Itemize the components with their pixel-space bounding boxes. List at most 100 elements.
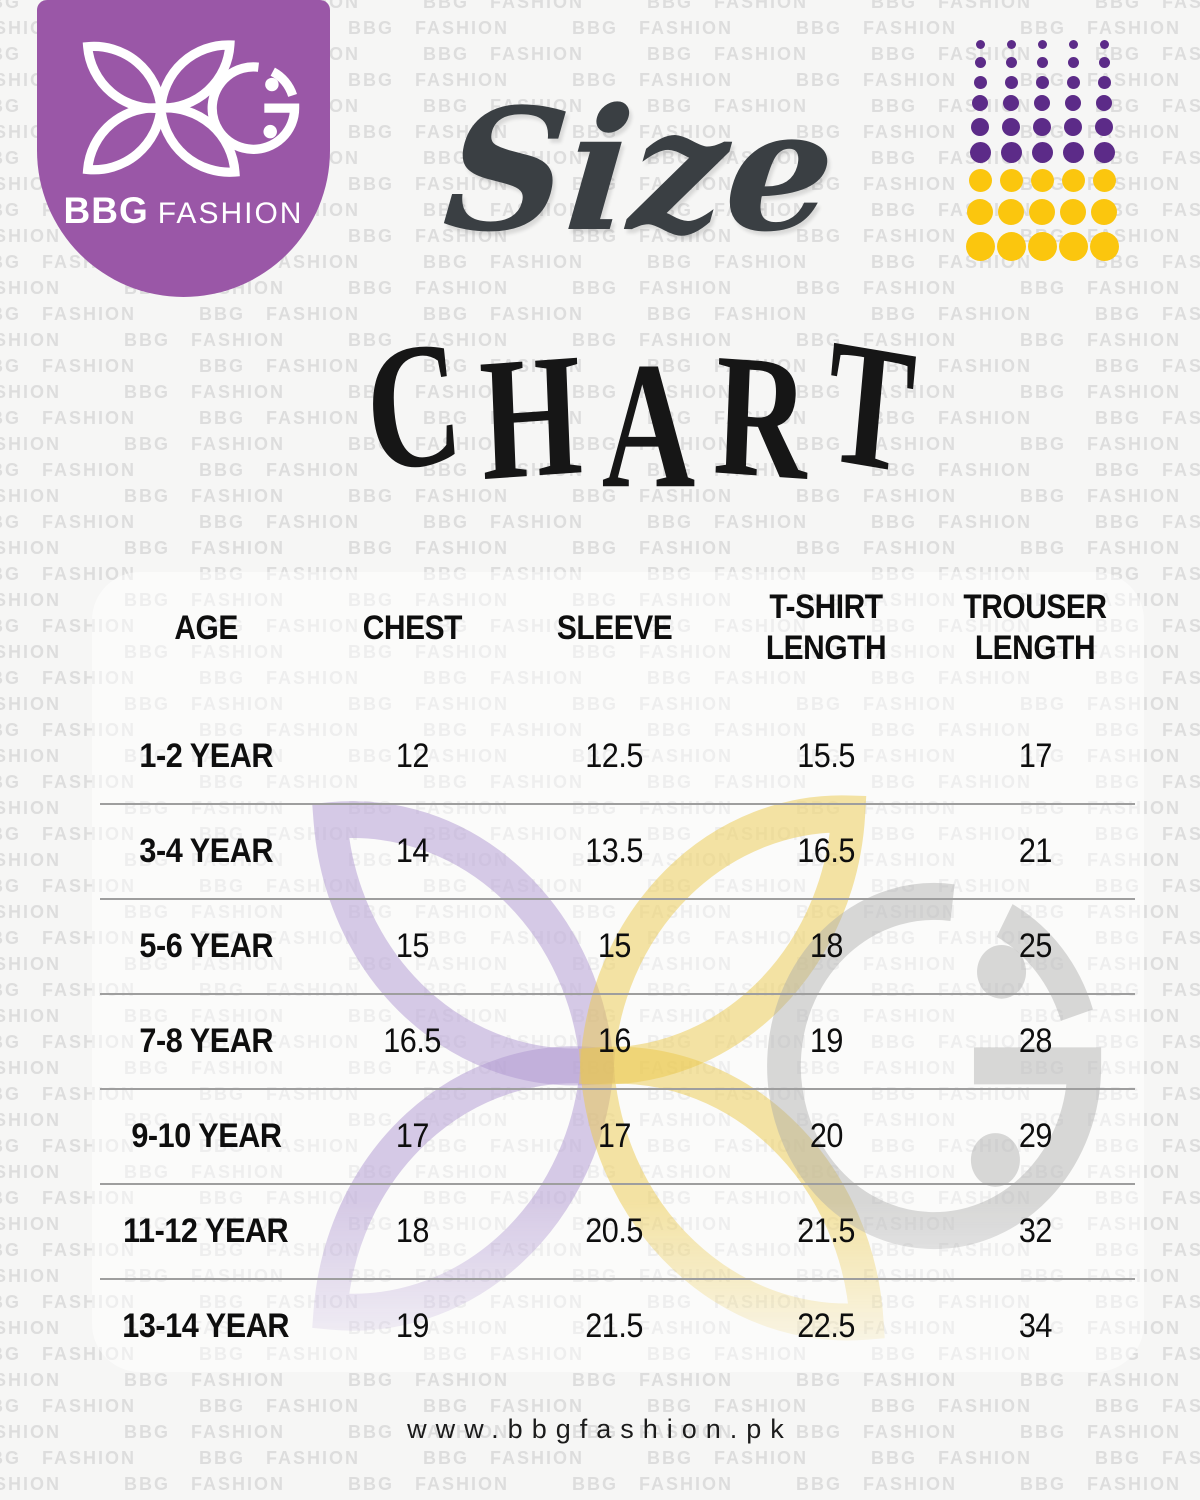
table-row: 11-12 YEAR 18 20.5 21.5 32 [100, 1183, 1135, 1278]
dot [1027, 231, 1057, 261]
dot [1029, 199, 1055, 225]
dot [1066, 75, 1080, 89]
brand-name-bold: BBG [63, 190, 149, 231]
table-cell-value: 17 [1018, 737, 1052, 775]
dot [1035, 75, 1049, 89]
website-url: www.bbgfashion.pk [407, 1414, 793, 1444]
table-cell-value: 21 [1018, 832, 1052, 870]
title-script: Size [437, 71, 843, 269]
table-cell-value: 17 [395, 1117, 429, 1155]
dot [1093, 141, 1115, 163]
title-letter: T [818, 302, 922, 513]
dot [1097, 75, 1111, 89]
title-letter: H [477, 317, 586, 519]
table-row: 3-4 YEAR 14 13.5 16.5 21 [100, 803, 1135, 898]
dot [1098, 56, 1110, 68]
title-letter: R [711, 318, 813, 518]
dot [1062, 141, 1084, 163]
column-header-sleeve: SLEEVE [556, 608, 673, 647]
dot [1034, 95, 1050, 111]
table-row: 13-14 YEAR 19 21.5 22.5 34 [100, 1278, 1135, 1373]
dot [1089, 231, 1119, 261]
brand-name-light: FASHION [157, 197, 304, 230]
dot [1002, 118, 1020, 136]
dot [971, 118, 989, 136]
dot [1036, 56, 1048, 68]
column-header-chest: CHEST [362, 608, 462, 647]
table-cell-age: 1-2 YEAR [139, 737, 273, 775]
table-cell-age: 5-6 YEAR [139, 927, 273, 965]
dot [998, 199, 1024, 225]
brand-badge: BBG FASHION [37, 0, 330, 297]
dot [974, 56, 986, 68]
table-cell-age: 13-14 YEAR [122, 1307, 290, 1345]
table-cell-value: 12.5 [585, 737, 644, 775]
dot [1037, 39, 1047, 49]
title-letter: C [358, 301, 470, 513]
dot [1030, 168, 1054, 192]
table-cell-age: 9-10 YEAR [130, 1117, 282, 1155]
dot [1091, 199, 1117, 225]
dot [1092, 168, 1116, 192]
table-row: 7-8 YEAR 16.5 16 19 28 [100, 993, 1135, 1088]
table-cell-value: 16.5 [383, 1022, 441, 1060]
dot [1033, 118, 1051, 136]
dot [1003, 95, 1019, 111]
title-main: C H A R T [330, 302, 950, 518]
table-cell-value: 15.5 [797, 737, 855, 775]
column-header-age: AGE [174, 608, 238, 647]
dots-decoration [965, 30, 1136, 275]
table-cell-value: 34 [1018, 1307, 1052, 1345]
dot [1064, 118, 1082, 136]
table-cell-age: 7-8 YEAR [139, 1022, 273, 1060]
brand-name: BBG FASHION [37, 190, 330, 232]
table-cell-value: 22.5 [797, 1307, 855, 1345]
table-cell-value: 13.5 [585, 832, 644, 870]
table-cell-value: 15 [395, 927, 429, 965]
size-chart-header: AGE CHEST SLEEVE T-SHIRT LENGTH TROUSER … [100, 584, 1135, 672]
dot [967, 199, 993, 225]
table-cell-age: 3-4 YEAR [139, 832, 273, 870]
dot [968, 168, 992, 192]
dot [1031, 141, 1053, 163]
table-cell-value: 14 [395, 832, 429, 870]
dot [996, 231, 1026, 261]
dot [973, 75, 987, 89]
dot [965, 231, 995, 261]
table-cell-value: 12 [395, 737, 429, 775]
table-cell-value: 25 [1018, 927, 1052, 965]
table-cell-value: 28 [1018, 1022, 1052, 1060]
dot [1067, 56, 1079, 68]
table-cell-value: 18 [809, 927, 843, 965]
table-cell-value: 17 [597, 1117, 632, 1155]
table-cell-value: 19 [809, 1022, 843, 1060]
table-cell-value: 20.5 [585, 1212, 644, 1250]
dot [969, 141, 991, 163]
dot [1065, 95, 1081, 111]
dot [1099, 39, 1109, 49]
dot [999, 168, 1023, 192]
size-chart-rows: 1-2 YEAR 12 12.5 15.5 17 3-4 YEAR 14 13.5 16.5 21… [100, 710, 1135, 1373]
bbg-butterfly-logo-icon [82, 40, 300, 177]
dot [1000, 141, 1022, 163]
table-cell-value: 18 [395, 1212, 429, 1250]
dot [1096, 95, 1112, 111]
dot [1068, 39, 1078, 49]
table-row: 5-6 YEAR 15 15 18 25 [100, 898, 1135, 993]
dot [972, 95, 988, 111]
dot [1004, 75, 1018, 89]
title-letter: A [602, 326, 696, 527]
table-row: 9-10 YEAR 17 17 20 29 [100, 1088, 1135, 1183]
table-cell-value: 19 [395, 1307, 429, 1345]
dot [1058, 231, 1088, 261]
table-cell-value: 20 [809, 1117, 843, 1155]
table-cell-age: 11-12 YEAR [123, 1212, 289, 1250]
column-header-trouser-length: TROUSER LENGTH [963, 588, 1107, 667]
table-cell-value: 16.5 [797, 832, 855, 870]
dot [1095, 118, 1113, 136]
table-cell-value: 16 [597, 1022, 632, 1060]
column-header-tshirt-length: T-SHIRT LENGTH [765, 588, 887, 667]
table-cell-value: 29 [1018, 1117, 1052, 1155]
dot [1060, 199, 1086, 225]
